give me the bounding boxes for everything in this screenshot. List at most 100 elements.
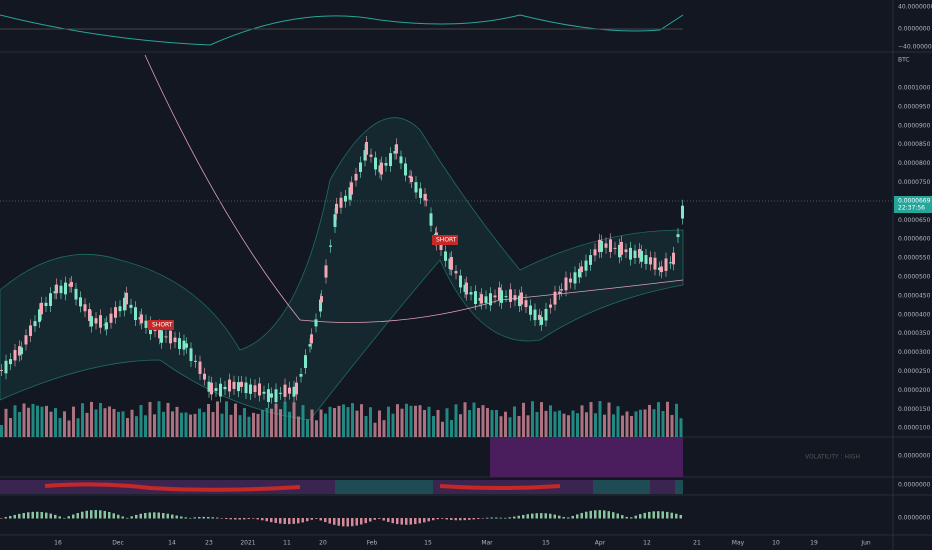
histogram-bar bbox=[121, 516, 124, 519]
volume-bar bbox=[594, 413, 597, 437]
histogram-bar bbox=[4, 517, 7, 519]
volume-bar bbox=[166, 402, 170, 437]
volume-bar bbox=[585, 412, 588, 437]
histogram-bar bbox=[211, 517, 214, 519]
candle bbox=[283, 384, 287, 397]
volume-bar bbox=[670, 415, 674, 437]
oscillator-axis-label: −40.0000000 bbox=[898, 44, 932, 51]
histogram-bar bbox=[508, 517, 511, 519]
candle bbox=[55, 284, 58, 294]
volume-bar bbox=[58, 418, 62, 437]
volume-bar bbox=[49, 411, 53, 437]
histogram-bar bbox=[198, 517, 201, 519]
histogram-bar bbox=[315, 518, 318, 519]
volume-bar bbox=[567, 415, 570, 437]
candle bbox=[484, 296, 488, 304]
volume-bar bbox=[171, 411, 174, 437]
candle bbox=[513, 295, 517, 301]
volume-bar bbox=[76, 418, 80, 437]
volume-bar bbox=[621, 415, 624, 437]
histogram-bar bbox=[643, 512, 646, 519]
candle bbox=[493, 295, 497, 298]
candle bbox=[553, 291, 557, 305]
volume-bar bbox=[562, 413, 566, 437]
volume-bar bbox=[81, 403, 84, 437]
histogram-bar bbox=[679, 514, 682, 519]
candle bbox=[173, 337, 177, 343]
candle bbox=[423, 193, 427, 201]
histogram-bar bbox=[184, 517, 187, 519]
candle bbox=[369, 154, 373, 157]
volume-bar bbox=[589, 402, 593, 437]
histogram-bar bbox=[553, 514, 556, 519]
candle bbox=[310, 334, 313, 344]
volume-bar bbox=[85, 412, 89, 437]
histogram-bar bbox=[562, 517, 565, 519]
volume-bar bbox=[108, 406, 111, 437]
candle bbox=[518, 295, 521, 307]
candle bbox=[123, 297, 126, 311]
candle bbox=[249, 384, 252, 394]
candle bbox=[589, 255, 592, 265]
candle bbox=[160, 330, 163, 343]
volume-bar bbox=[36, 405, 39, 437]
histogram-bar bbox=[256, 518, 259, 520]
volume-bar bbox=[297, 416, 300, 437]
volume-bar bbox=[423, 409, 426, 437]
volume-bar bbox=[603, 414, 606, 437]
candle bbox=[573, 272, 577, 284]
candle bbox=[365, 142, 368, 155]
lower-axis-label: 0.0000000 bbox=[898, 482, 931, 489]
candle bbox=[237, 382, 240, 392]
histogram bbox=[0, 510, 682, 527]
volume-bar bbox=[612, 414, 615, 437]
histogram-bar bbox=[99, 510, 102, 519]
histogram-bar bbox=[436, 518, 439, 520]
time-axis-label: 15 bbox=[542, 540, 550, 547]
candle bbox=[33, 321, 37, 327]
histogram-bar bbox=[468, 518, 471, 520]
candle bbox=[538, 314, 541, 320]
oscillator-axis-label: 0.0000000 bbox=[898, 26, 931, 33]
histogram-bar bbox=[499, 517, 502, 519]
price-axis-label: 0.0000300 bbox=[898, 349, 931, 356]
candle bbox=[649, 257, 652, 265]
candle bbox=[489, 293, 492, 306]
price-axis-label: 0.0000500 bbox=[898, 274, 931, 281]
candle bbox=[498, 287, 501, 301]
histogram-bar bbox=[229, 518, 232, 520]
histogram-bar bbox=[153, 512, 156, 519]
histogram-bar bbox=[139, 513, 142, 519]
candle bbox=[185, 343, 188, 348]
candle bbox=[558, 291, 561, 294]
histogram-bar bbox=[31, 511, 34, 519]
price-axis-label: 0.0000800 bbox=[898, 160, 931, 167]
candle bbox=[44, 302, 48, 306]
candle bbox=[653, 257, 657, 270]
histogram-bar bbox=[558, 515, 561, 519]
price-axis-label: 0.0000250 bbox=[898, 368, 931, 375]
time-axis-label: 15 bbox=[424, 540, 432, 547]
candle bbox=[609, 239, 612, 252]
volume-bar bbox=[409, 405, 413, 437]
time-axis-label: 20 bbox=[319, 540, 327, 547]
candle bbox=[99, 315, 102, 328]
volume-bar bbox=[427, 406, 431, 437]
volume-bar bbox=[157, 401, 161, 437]
histogram-bar bbox=[373, 518, 376, 520]
histogram-bar bbox=[666, 511, 669, 519]
volume-bar bbox=[495, 409, 498, 437]
volume-bar bbox=[292, 402, 296, 437]
volume-bar bbox=[576, 413, 579, 437]
candle bbox=[593, 249, 597, 256]
volume-bar bbox=[481, 405, 485, 437]
candle bbox=[363, 150, 367, 161]
histogram-bar bbox=[94, 510, 97, 519]
volume-bar bbox=[193, 413, 197, 437]
volume-bar bbox=[121, 411, 125, 437]
volume-bar bbox=[598, 401, 602, 437]
candle bbox=[144, 320, 148, 328]
price-axis-label: 0.0000950 bbox=[898, 103, 931, 110]
histogram-bar bbox=[522, 514, 525, 519]
histogram-bar bbox=[432, 518, 435, 521]
